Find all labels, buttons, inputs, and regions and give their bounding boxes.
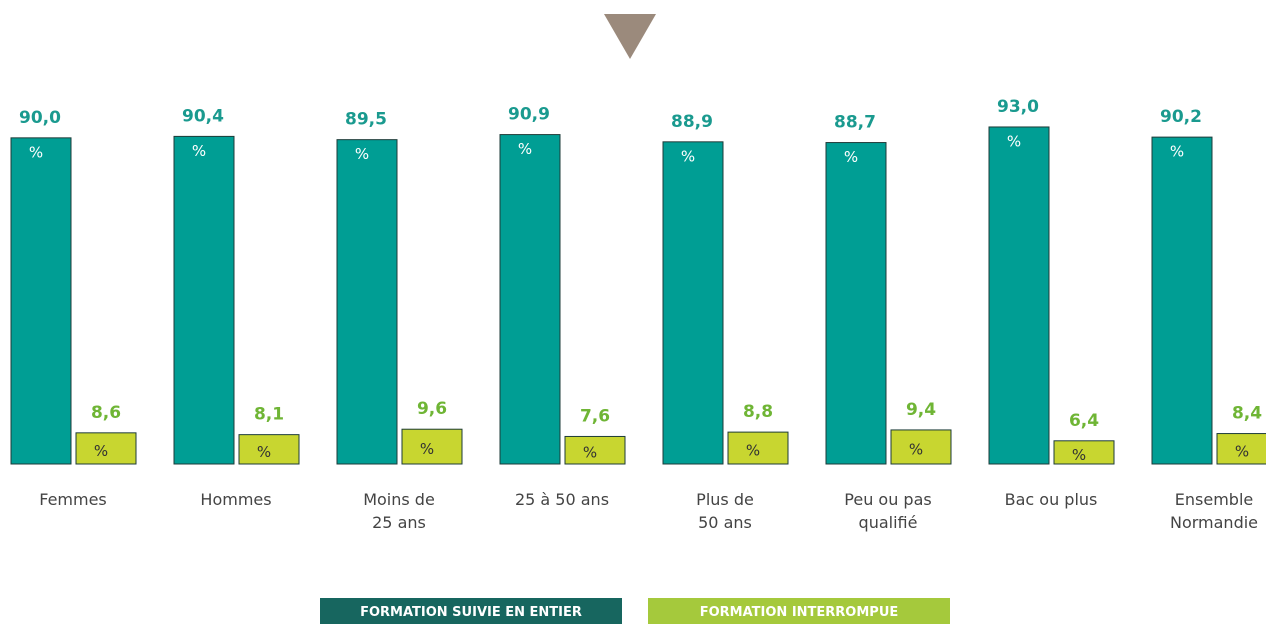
bar xyxy=(1053,440,1115,465)
value-label: 90,4 xyxy=(182,106,224,126)
unit-label: % xyxy=(681,147,695,165)
value-label: 8,1 xyxy=(254,405,284,425)
unit-label: % xyxy=(844,148,858,166)
unit-label: % xyxy=(1235,442,1249,460)
x-tick-label: Moins de 25 ans xyxy=(363,490,435,532)
bar xyxy=(10,137,72,465)
unit-label: % xyxy=(746,442,760,460)
bar xyxy=(238,434,300,465)
bar xyxy=(727,431,789,465)
value-label: 90,0 xyxy=(19,108,61,128)
value-label: 90,2 xyxy=(1160,107,1202,127)
x-tick-label: Femmes xyxy=(39,490,107,509)
bar xyxy=(1216,433,1266,465)
bar xyxy=(336,139,398,465)
bar xyxy=(662,141,724,465)
value-label: 88,7 xyxy=(834,113,876,133)
bar xyxy=(988,126,1050,465)
x-tick-label: Bac ou plus xyxy=(1004,490,1098,509)
unit-label: % xyxy=(94,442,108,460)
bar xyxy=(499,134,561,465)
bar xyxy=(564,435,626,465)
legend-entry: FORMATION SUIVIE EN ENTIER xyxy=(320,598,622,624)
unit-label: % xyxy=(909,440,923,458)
unit-label: % xyxy=(1007,132,1021,150)
value-label: 90,9 xyxy=(508,105,550,125)
bar xyxy=(825,142,887,465)
unit-label: % xyxy=(257,443,271,461)
decor-triangle xyxy=(604,14,656,59)
value-label: 9,6 xyxy=(417,399,447,419)
x-tick-label: Plus de 50 ans xyxy=(696,490,754,532)
x-tick-label: 25 à 50 ans xyxy=(514,490,610,509)
unit-label: % xyxy=(420,440,434,458)
x-tick-label: Peu ou pas qualifié xyxy=(844,490,932,532)
unit-label: % xyxy=(355,145,369,163)
unit-label: % xyxy=(1072,446,1086,464)
value-label: 88,9 xyxy=(671,112,713,132)
value-label: 6,4 xyxy=(1069,411,1099,431)
unit-label: % xyxy=(1170,143,1184,161)
value-label: 7,6 xyxy=(580,406,610,426)
bar xyxy=(890,429,952,465)
legend-entry: FORMATION INTERROMPUE xyxy=(648,598,950,624)
bar xyxy=(75,432,137,465)
x-tick-label: Hommes xyxy=(200,490,272,509)
value-label: 89,5 xyxy=(345,110,387,130)
unit-label: % xyxy=(583,444,597,462)
value-label: 8,4 xyxy=(1232,404,1262,424)
bar xyxy=(1151,136,1213,465)
unit-label: % xyxy=(29,143,43,161)
value-label: 8,8 xyxy=(743,402,773,422)
x-tick-label: Ensemble Normandie xyxy=(1169,490,1259,532)
value-label: 93,0 xyxy=(997,97,1039,117)
unit-label: % xyxy=(518,140,532,158)
bar xyxy=(401,428,463,465)
value-label: 9,4 xyxy=(906,400,936,420)
unit-label: % xyxy=(192,142,206,160)
bar xyxy=(173,135,235,465)
value-label: 8,6 xyxy=(91,403,121,423)
